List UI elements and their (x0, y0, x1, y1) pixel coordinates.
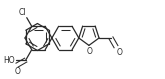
Text: O: O (116, 48, 122, 57)
Text: O: O (14, 67, 20, 76)
Text: Cl: Cl (18, 8, 26, 17)
Text: O: O (86, 47, 92, 56)
Text: HO: HO (3, 56, 15, 65)
